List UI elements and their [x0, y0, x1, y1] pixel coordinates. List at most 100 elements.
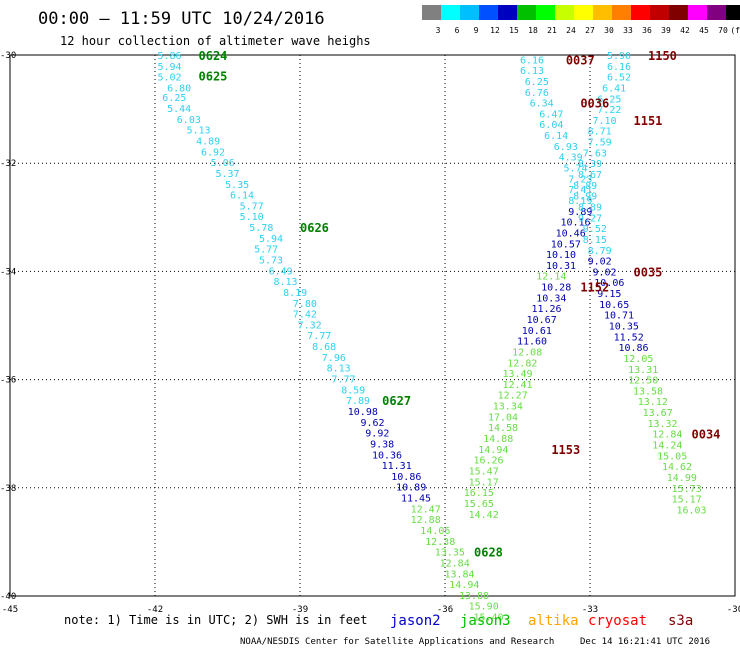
swh-value: 9.62 [360, 418, 384, 429]
swh-value: 6.25 [525, 77, 549, 88]
swh-value: 6.76 [525, 88, 549, 99]
swh-value: 5.10 [240, 212, 264, 223]
swh-value: 9.38 [370, 439, 394, 450]
swh-value: 13.49 [502, 369, 532, 380]
colorbar-label: 45 [699, 26, 709, 35]
swh-value: 9.92 [365, 429, 389, 440]
time-label: 0627 [382, 394, 411, 408]
swh-value: 10.57 [551, 239, 581, 250]
swh-value: 6.25 [162, 93, 186, 104]
swh-value: 6.92 [201, 147, 225, 158]
swh-value: 15.90 [469, 602, 499, 613]
colorbar-label: 3 [436, 26, 441, 35]
legend-cryosat: cryosat [588, 613, 647, 629]
data-points: 5.865.945.026.806.255.446.035.134.896.92… [157, 51, 706, 624]
swh-value: 7.10 [592, 116, 616, 127]
swh-value: 6.13 [520, 66, 544, 77]
colorbar-label: 30 [604, 26, 614, 35]
swh-value: 5.37 [215, 169, 239, 180]
colorbar-label: 15 [509, 26, 519, 35]
colorbar-label: 33 [623, 26, 633, 35]
time-label: 0035 [634, 265, 663, 279]
colorbar-swatch [612, 5, 631, 20]
swh-value: 10.34 [536, 293, 566, 304]
swh-value: 7.80 [293, 299, 317, 310]
y-tick-label: -34 [0, 267, 16, 277]
swh-value: 15.73 [672, 484, 702, 495]
swh-value: 12.27 [498, 391, 528, 402]
swh-value: 7.77 [307, 331, 331, 342]
swh-value: 12.08 [512, 347, 542, 358]
swh-value: 5.94 [157, 62, 181, 73]
time-label: 0625 [199, 70, 228, 84]
swh-value: 8.19 [283, 288, 307, 299]
x-tick-label: -42 [147, 605, 163, 615]
colorbar-label: 27 [585, 26, 595, 35]
swh-value: 8.19 [568, 196, 592, 207]
swh-value: 5.74 [563, 164, 587, 175]
swh-value: 13.88 [459, 591, 489, 602]
swh-value: 12.38 [425, 537, 455, 548]
x-tick-label: -39 [292, 605, 308, 615]
swh-value: 12.84 [652, 430, 682, 441]
grid [10, 55, 735, 596]
colorbar-swatch [726, 5, 740, 20]
swh-value: 11.60 [517, 337, 547, 348]
swh-value: 8.89 [578, 202, 602, 213]
swh-value: 8.71 [588, 127, 612, 138]
colorbar-label: (ft) [730, 26, 740, 35]
swh-value: 14.42 [469, 510, 499, 521]
swh-value: 14.06 [420, 526, 450, 537]
swh-value: 14.99 [667, 473, 697, 484]
swh-value: 12.82 [507, 358, 537, 369]
swh-value: 5.02 [157, 73, 181, 84]
chart-subtitle: 12 hour collection of altimeter wave hei… [60, 34, 371, 48]
swh-value: 6.25 [597, 94, 621, 105]
x-tick-label: -33 [582, 605, 598, 615]
swh-value: 15.05 [657, 451, 687, 462]
swh-value: 10.46 [556, 228, 586, 239]
swh-value: 13.32 [647, 419, 677, 430]
swh-value: 6.14 [544, 131, 568, 142]
legend-altika: altika [528, 613, 579, 629]
swh-value: 10.98 [348, 407, 378, 418]
colorbar-swatch [669, 5, 688, 20]
legend-jason3: jason3 [460, 613, 511, 629]
swh-value: 7.77 [331, 375, 355, 386]
colorbar-label: 39 [661, 26, 671, 35]
swh-value: 9.89 [568, 207, 592, 218]
swh-value: 12.84 [440, 558, 470, 569]
swh-value: 5.77 [240, 201, 264, 212]
swh-value: 10.67 [527, 315, 557, 326]
colorbar-swatch [631, 5, 650, 20]
chart-title: 00:00 – 11:59 UTC 10/24/2016 [38, 9, 325, 29]
swh-value: 16.15 [464, 488, 494, 499]
time-labels: 0624 0625 0626 0627 0628 0037 0036 1152 1153 1150… [199, 49, 721, 560]
swh-value: 11.52 [614, 332, 644, 343]
swh-value: 14.94 [478, 445, 508, 456]
swh-value: 6.52 [607, 73, 631, 84]
time-label: 0628 [474, 546, 503, 560]
swh-value: 9.02 [592, 267, 616, 278]
footnote: note: 1) Time is in UTC; 2) SWH is in fe… [64, 613, 367, 627]
time-label: 1153 [551, 443, 580, 457]
colorbar-swatch [555, 5, 574, 20]
x-tick-label: -30 [727, 605, 740, 615]
plot-frame [9, 54, 736, 597]
swh-value: 6.04 [539, 120, 563, 131]
swh-value: 8.59 [341, 385, 365, 396]
swh-value: 6.03 [177, 115, 201, 126]
swh-value: 7.59 [588, 138, 612, 149]
legend-s3a: s3a [668, 613, 693, 629]
swh-value: 5.77 [254, 245, 278, 256]
swh-value: 10.89 [396, 483, 426, 494]
swh-value: 10.16 [560, 218, 590, 229]
swh-value: 7.96 [322, 353, 346, 364]
colorbar-label: 9 [474, 26, 479, 35]
legend: jason2 jason3 altika cryosat s3a [390, 613, 693, 629]
swh-value: 11.45 [401, 494, 431, 505]
swh-value: 8.79 [588, 246, 612, 257]
swh-value: 10.06 [594, 278, 624, 289]
x-tick-label: -45 [2, 605, 18, 615]
swh-value: 5.90 [607, 51, 631, 62]
